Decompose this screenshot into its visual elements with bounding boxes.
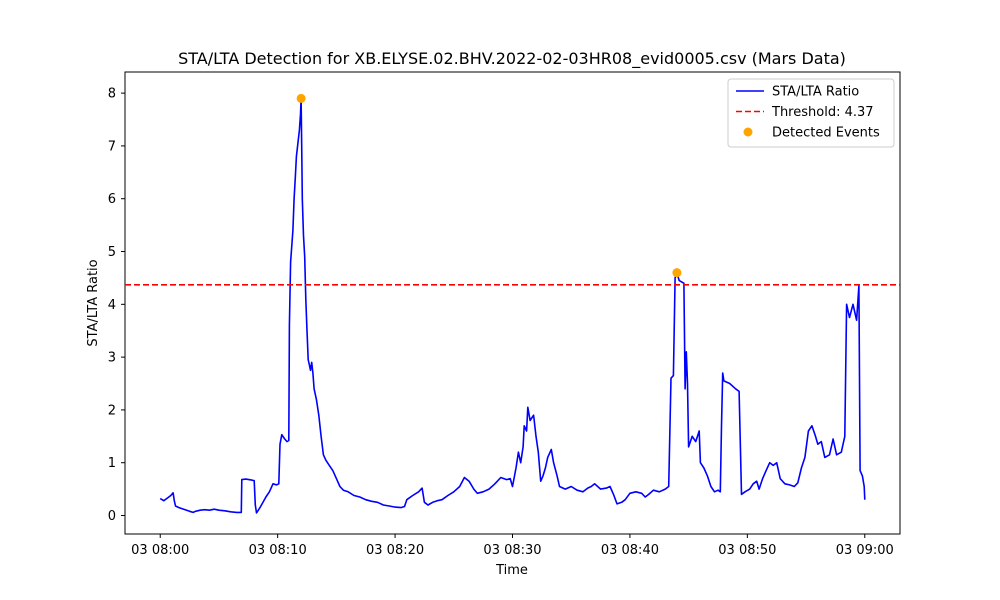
chart-title: STA/LTA Detection for XB.ELYSE.02.BHV.20… [178,49,846,69]
legend-entry-threshold: Threshold: 4.37 [771,105,874,120]
legend-box [727,78,895,148]
legend-entry-detected-events: Detected Events [772,126,880,141]
y-tick-label: 0 [108,509,116,524]
x-tick-label: 03 08:50 [718,543,776,558]
detected-event-marker [296,93,306,103]
y-axis-label: STA/LTA Ratio [86,259,101,346]
series-line-sta-lta-ratio [159,97,866,514]
detected-event-marker [672,268,682,278]
x-tick-label: 03 08:10 [249,543,307,558]
x-tick-label: 03 08:30 [483,543,541,558]
y-tick-label: 4 [108,298,116,313]
plot-area: 0 1 2 3 4 5 6 7 8 03 08:00 03 08:10 03 08:20 03 08:3… [108,71,901,558]
legend-swatch-dot [743,127,753,137]
y-tick-label: 2 [108,403,116,418]
x-tick-label: 03 08:40 [601,543,659,558]
x-tick-label: 03 08:00 [131,543,189,558]
y-tick-label: 1 [108,456,116,471]
legend: STA/LTA Ratio Threshold: 4.37 Detected Eve… [727,78,895,148]
y-tick-label: 3 [108,351,116,366]
x-axis-label: Time [495,563,528,578]
legend-entry-sta-lta-ratio: STA/LTA Ratio [772,85,859,100]
x-tick-label: 03 08:20 [366,543,424,558]
x-tick-label: 03 09:00 [836,543,894,558]
y-tick-label: 5 [108,245,116,260]
y-tick-label: 7 [108,139,116,154]
y-tick-label: 8 [108,87,116,102]
y-tick-label: 6 [108,192,116,207]
